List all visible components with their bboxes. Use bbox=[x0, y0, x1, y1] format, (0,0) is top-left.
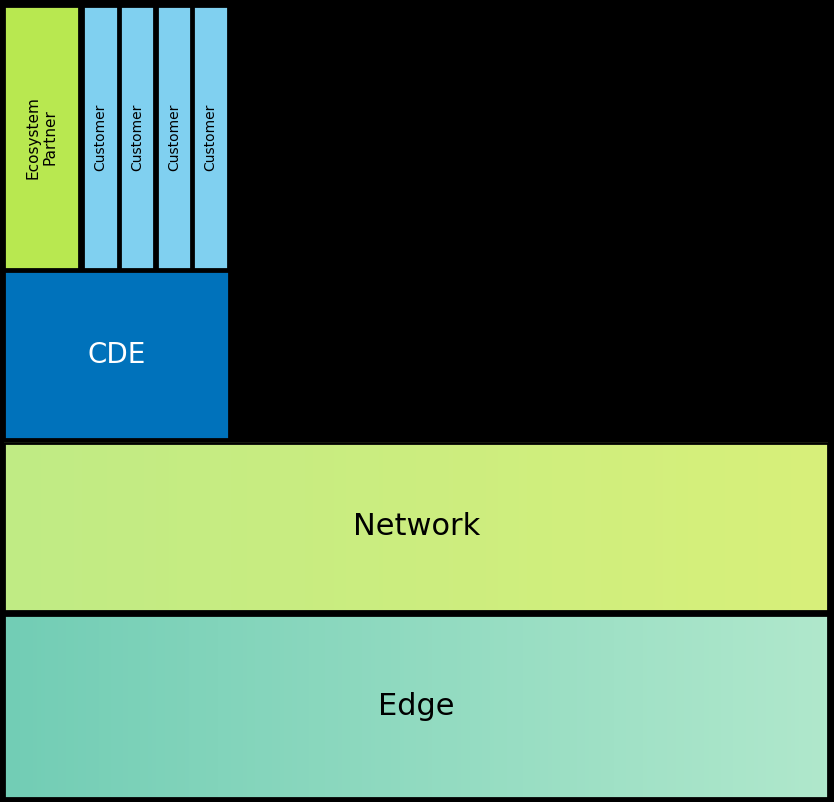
Text: Ecosystem
Partner: Ecosystem Partner bbox=[26, 95, 58, 179]
Bar bbox=[4, 6, 79, 269]
Text: Network: Network bbox=[353, 512, 480, 541]
Text: Customer: Customer bbox=[167, 103, 181, 171]
Text: Customer: Customer bbox=[93, 103, 108, 171]
Bar bbox=[4, 271, 229, 439]
Bar bbox=[120, 6, 154, 269]
Bar bbox=[4, 443, 828, 611]
Bar bbox=[157, 6, 191, 269]
Text: Customer: Customer bbox=[203, 103, 218, 171]
Text: Edge: Edge bbox=[378, 692, 455, 721]
Bar bbox=[4, 615, 828, 798]
Bar bbox=[193, 6, 228, 269]
Bar bbox=[83, 6, 118, 269]
Text: Customer: Customer bbox=[130, 103, 144, 171]
Text: CDE: CDE bbox=[88, 342, 145, 369]
